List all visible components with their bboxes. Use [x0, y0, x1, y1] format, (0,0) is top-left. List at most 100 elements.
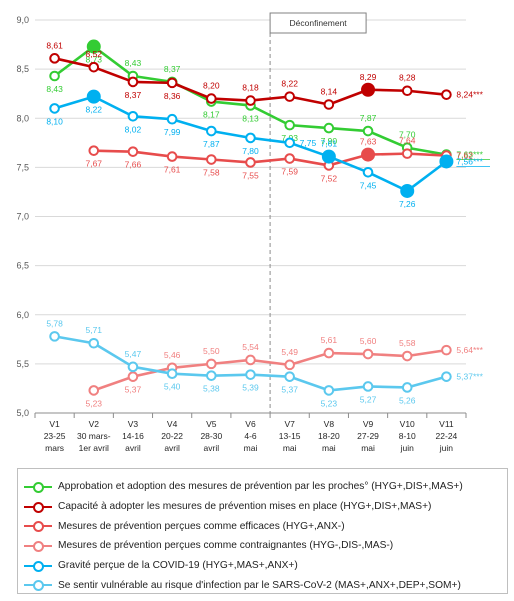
data-label: 8,43	[125, 58, 142, 68]
y-tick-label: 6,5	[16, 261, 29, 271]
data-label: 5,40	[164, 382, 181, 392]
y-tick-label: 8,5	[16, 64, 29, 74]
data-label: 7,87	[360, 113, 377, 123]
data-label: 7,87	[203, 139, 220, 149]
data-label: 8,37	[125, 90, 142, 100]
data-point	[88, 61, 100, 73]
data-point	[439, 154, 454, 169]
y-tick-label: 7,0	[16, 212, 29, 222]
data-label: 5,46	[164, 350, 181, 360]
x-tick-label: 20-22	[161, 431, 183, 441]
legend-swatch	[24, 520, 52, 533]
data-label: 5,49	[281, 347, 298, 357]
deconfinement-label: Déconfinement	[290, 18, 348, 28]
data-point	[245, 354, 256, 366]
data-label: 5,60	[360, 336, 377, 346]
legend-swatch-marker	[33, 481, 44, 493]
data-label: 7,63***	[456, 150, 483, 160]
data-label: 8,24***	[456, 90, 483, 100]
data-point	[323, 122, 335, 134]
legend-swatch	[24, 481, 52, 493]
legend-item-5: Gravité perçue de la COVID-19 (HYG+,MAS+…	[24, 556, 501, 576]
data-point	[127, 76, 139, 88]
data-point	[206, 154, 217, 165]
x-tick-label: mai	[322, 443, 336, 453]
data-label: 5,27	[360, 394, 377, 404]
x-tick-label: 23-25	[44, 431, 66, 441]
data-point	[206, 358, 217, 370]
data-point	[284, 137, 295, 149]
x-tick-label: V5	[206, 419, 217, 429]
data-point	[88, 385, 100, 396]
x-tick-label: avril	[125, 443, 141, 453]
series-group: 8,438,738,438,378,178,137,937,907,877,70…	[46, 39, 491, 408]
legend-swatch	[24, 501, 52, 513]
series-3: 7,67 7,66 7,61 7,58 7,55 7,59 7,52 7,63 7,64 7,62	[85, 136, 473, 184]
data-point	[166, 368, 178, 380]
data-label: 8,20	[203, 81, 220, 91]
y-tick-label: 5,0	[16, 408, 29, 418]
data-label: 7,66	[125, 160, 142, 170]
line-chart: 5,05,56,06,57,07,58,08,59,0 V123-25marsV…	[16, 12, 491, 453]
data-point	[401, 148, 413, 159]
data-label: 5,50	[203, 346, 220, 356]
legend-swatch	[24, 540, 52, 552]
data-point	[206, 370, 217, 381]
data-point	[49, 103, 60, 114]
data-point	[166, 151, 178, 162]
x-tick-label: juin	[439, 443, 454, 453]
legend-swatch-marker	[33, 580, 44, 592]
legend-item-4: Mesures de prévention perçues comme cont…	[24, 536, 501, 556]
data-label: 8,37	[164, 64, 181, 74]
x-tick-label: 28-30	[200, 431, 222, 441]
legend-label: Se sentir vulnérable au risque d'infecti…	[58, 579, 461, 591]
series-4: 5,23 5,37 5,46 5,50 5,54 5,49 5,61 5,60 5,58 5,64…	[85, 335, 483, 408]
data-label: 7,55	[242, 170, 259, 180]
data-label: 7,56***	[456, 156, 483, 166]
data-point	[245, 369, 256, 380]
data-label: 5,37	[281, 385, 298, 395]
data-point	[49, 53, 60, 64]
series-6: 5,78 5,71 5,47 5,40 5,38 5,39 5,37 5,23 5,27 5,26…	[46, 318, 483, 408]
series-5: 8,10 8,22 8,02 7,99 7,87 7,80 7,75 7,61 7,45 7,26…	[46, 89, 491, 209]
legend-label: Capacité à adopter les mesures de préven…	[58, 501, 432, 513]
data-label: 8,43	[46, 84, 63, 94]
x-tick-label: mai	[361, 443, 375, 453]
data-label: 5,39	[242, 383, 259, 393]
legend: Approbation et adoption des mesures de p…	[17, 468, 508, 594]
data-point	[323, 99, 335, 110]
legend-label: Mesures de prévention perçues comme effi…	[58, 520, 345, 532]
x-tick-label: 18-20	[318, 431, 340, 441]
data-point	[361, 147, 376, 162]
data-point	[441, 89, 452, 100]
data-point	[400, 183, 415, 198]
data-label: 7,59	[281, 167, 298, 177]
data-point	[127, 371, 139, 382]
data-point	[401, 85, 413, 97]
data-label: 7,52	[321, 173, 338, 183]
data-point	[127, 146, 139, 157]
legend-item-1: Approbation et adoption des mesures de p…	[24, 477, 501, 497]
x-tick-label: V10	[400, 419, 415, 429]
data-point	[284, 153, 295, 164]
data-label: 7,58	[203, 168, 220, 178]
data-point	[88, 337, 100, 349]
data-label: 5,23	[85, 398, 102, 408]
legend-swatch-marker	[33, 501, 44, 513]
data-point	[323, 385, 335, 396]
data-label: 8,14	[321, 86, 338, 96]
data-point	[86, 89, 101, 104]
x-tick-label: 22-24	[436, 431, 458, 441]
data-label: 7,70	[399, 130, 416, 140]
x-tick-label: V7	[284, 419, 295, 429]
x-tick-label: avril	[164, 443, 180, 453]
legend-item-2: Capacité à adopter les mesures de préven…	[24, 497, 501, 517]
data-label: 5,64***	[456, 345, 483, 355]
x-tick-label: V3	[128, 419, 139, 429]
data-point	[401, 350, 413, 362]
data-label: 5,78	[46, 318, 63, 328]
x-tick-label: mai	[244, 443, 258, 453]
data-label: 8,10	[46, 116, 63, 126]
data-point	[166, 77, 178, 89]
data-label: 8,02	[125, 124, 142, 134]
